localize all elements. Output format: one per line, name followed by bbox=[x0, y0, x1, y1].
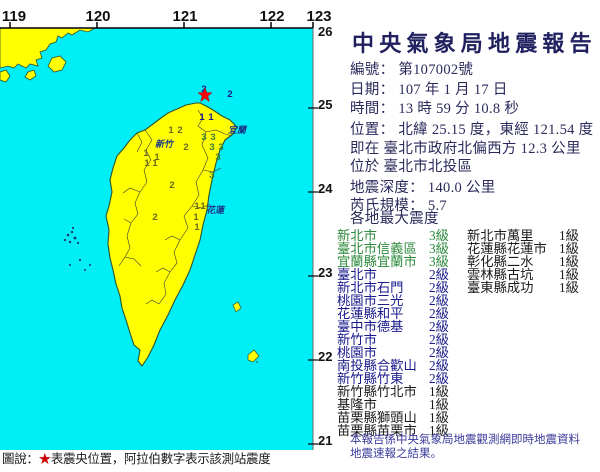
svg-text:1: 1 bbox=[144, 158, 150, 169]
svg-text:1: 1 bbox=[194, 222, 200, 233]
svg-text:花蓮: 花蓮 bbox=[206, 205, 226, 215]
svg-text:宜蘭: 宜蘭 bbox=[228, 125, 248, 135]
svg-text:3: 3 bbox=[209, 170, 214, 181]
svg-text:2: 2 bbox=[183, 142, 188, 153]
svg-text:2: 2 bbox=[227, 89, 232, 100]
svg-text:1: 1 bbox=[152, 158, 158, 169]
svg-text:2: 2 bbox=[169, 180, 174, 191]
svg-text:2: 2 bbox=[152, 212, 157, 223]
svg-text:1: 1 bbox=[199, 112, 205, 123]
svg-text:2: 2 bbox=[177, 125, 182, 136]
svg-text:3: 3 bbox=[209, 142, 214, 153]
svg-text:1: 1 bbox=[208, 112, 214, 123]
svg-text:3: 3 bbox=[201, 132, 206, 143]
svg-text:1: 1 bbox=[168, 125, 174, 136]
svg-text:新竹: 新竹 bbox=[155, 139, 175, 149]
svg-text:3: 3 bbox=[215, 152, 220, 163]
